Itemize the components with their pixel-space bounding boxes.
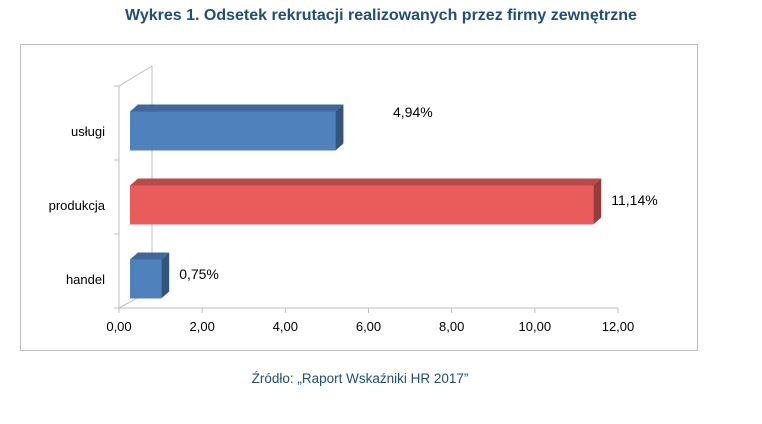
bar-top (130, 178, 602, 186)
chart-area (20, 44, 698, 351)
source-note: Źródło: „Raport Wskaźniki HR 2017” (251, 371, 469, 386)
data-label: 11,14% (611, 192, 657, 208)
category-label: usługi (71, 124, 105, 139)
x-tick-label: 2,00 (190, 319, 215, 334)
bar (130, 259, 162, 299)
x-tick-label: 6,00 (356, 319, 381, 334)
chart-title: Wykres 1. Odsetek rekrutacji realizowany… (125, 7, 637, 24)
x-tick-label: 12,00 (602, 319, 635, 334)
x-tick-label: 4,00 (273, 319, 298, 334)
x-tick-label: 0,00 (106, 319, 131, 334)
bar-side (161, 252, 170, 299)
x-tick-label: 10,00 (519, 319, 552, 334)
bar-top (130, 252, 170, 260)
bar (130, 185, 594, 225)
bar-side (593, 178, 602, 225)
category-label: produkcja (49, 198, 106, 213)
data-label: 0,75% (179, 266, 219, 282)
data-label: 4,94% (393, 104, 433, 120)
bar-side (335, 104, 344, 151)
bar (130, 111, 336, 151)
x-tick-label: 8,00 (439, 319, 464, 334)
category-label: handel (66, 272, 105, 287)
bar-top (130, 104, 344, 112)
